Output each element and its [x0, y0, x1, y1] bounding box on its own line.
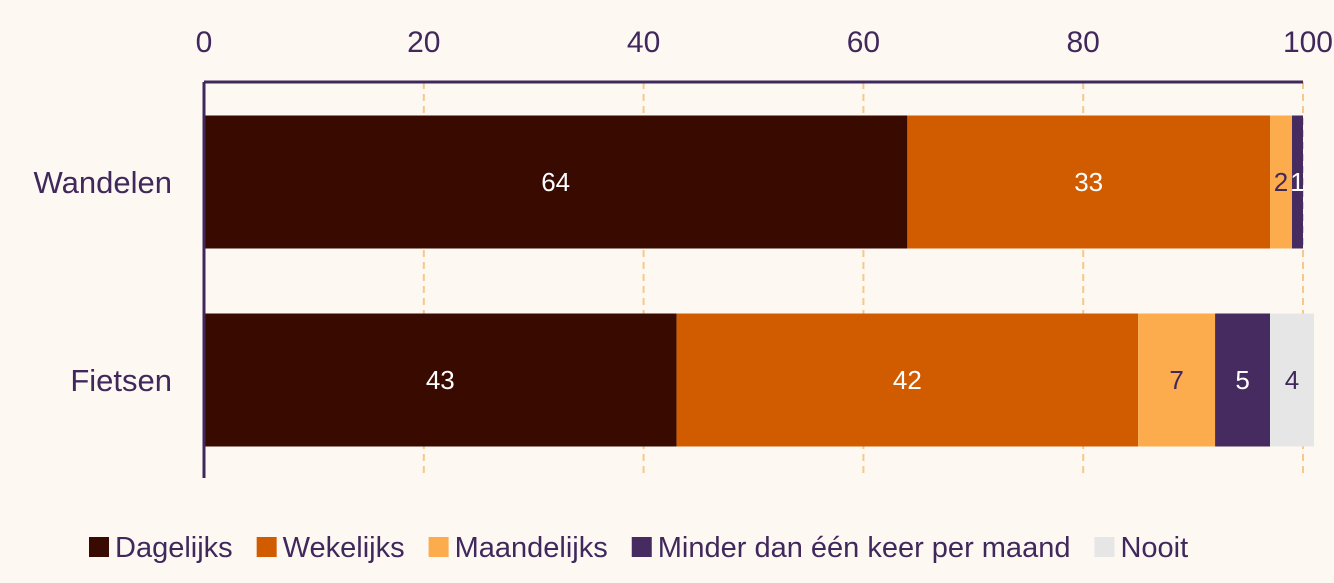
category-labels: Wandelen Fietsen: [34, 165, 172, 398]
legend-swatch: [256, 537, 277, 557]
legend-swatch: [631, 537, 652, 557]
x-tick-label: 20: [407, 26, 440, 59]
x-axis: 0 20 40 60 80 100: [196, 26, 1333, 478]
legend-label: Minder dan één keer per maand: [658, 532, 1071, 564]
data-label: 2: [1274, 167, 1288, 197]
x-tick-label: 60: [847, 26, 880, 59]
bar-segment: [1138, 313, 1216, 447]
data-label: 33: [1074, 167, 1103, 197]
bar-segment: [907, 115, 1271, 249]
legend-swatch: [428, 537, 449, 557]
legend-swatch: [1094, 537, 1115, 557]
data-label: 64: [541, 167, 570, 197]
bar-segment: [1270, 313, 1314, 447]
bar-segment: [204, 313, 677, 447]
legend-label: Maandelijks: [455, 532, 608, 564]
x-tick-label: 0: [196, 26, 213, 59]
data-label: 42: [893, 365, 922, 395]
data-label: 4: [1285, 365, 1299, 395]
bar-segment: [1292, 115, 1303, 249]
data-labels: 64 33 2 1 43 42 7 5 4: [426, 167, 1305, 395]
category-label: Fietsen: [70, 363, 172, 398]
bar-segment: [676, 313, 1139, 447]
x-tick-label: 80: [1067, 26, 1100, 59]
bar-segment: [1215, 313, 1271, 447]
legend-swatch: [89, 537, 109, 557]
bar-segment: [1270, 115, 1293, 249]
legend-label: Wekelijks: [283, 532, 405, 564]
data-label: 43: [426, 365, 455, 395]
x-tick-label: 40: [627, 26, 660, 59]
legend-label: Nooit: [1120, 532, 1188, 564]
bar-segment: [204, 115, 908, 249]
legend: Dagelijks Wekelijks Maandelijks Minder dan …: [89, 532, 1188, 564]
legend-label: Dagelijks: [115, 532, 233, 564]
x-tick-label: 100: [1283, 26, 1333, 59]
data-label: 5: [1235, 365, 1249, 395]
bars: [204, 115, 1314, 447]
category-label: Wandelen: [34, 165, 172, 200]
data-label: 1: [1290, 167, 1304, 197]
data-label: 7: [1169, 365, 1183, 395]
